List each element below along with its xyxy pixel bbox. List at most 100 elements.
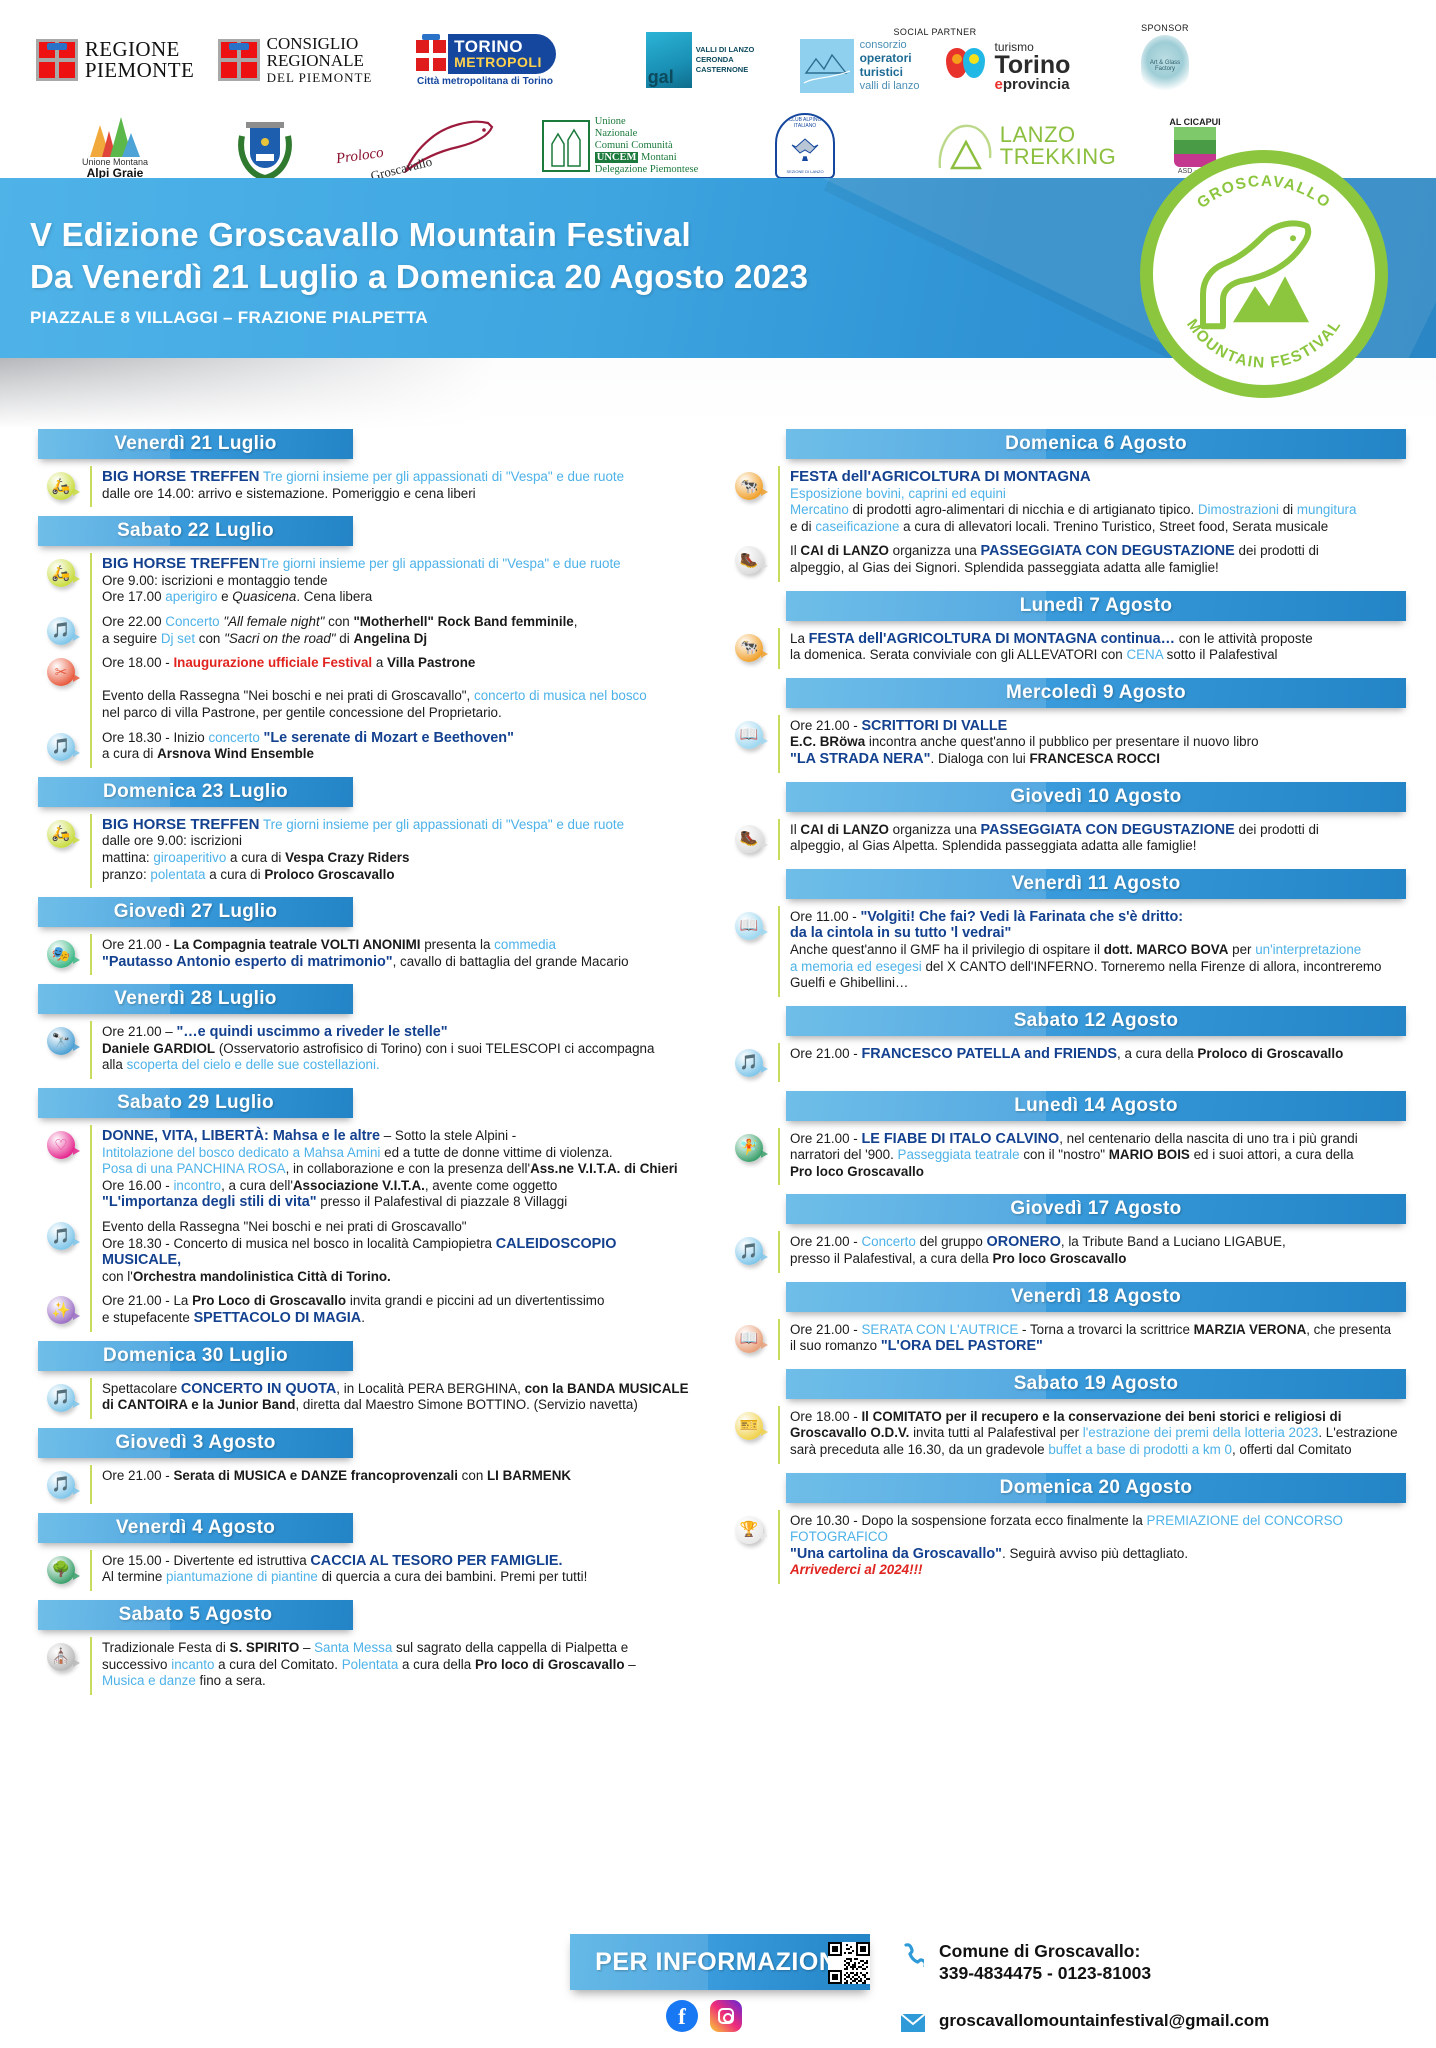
- event-line: a cura di Arsnova Wind Ensemble: [102, 746, 314, 762]
- event-entry: 🌳 Ore 15.00 - Divertente ed istruttiva CA…: [30, 1549, 696, 1591]
- day-label: Sabato 22 Luglio: [117, 520, 274, 542]
- event-icon-cell: 🛵: [30, 817, 92, 883]
- event-entry: 🎫 Ore 18.00 - Il COMITATO per il recupero…: [718, 1405, 1406, 1464]
- music-icon: 🎵: [47, 1470, 80, 1499]
- event-line: Ore 11.00 - "Volgiti! Che fai? Vedi là F…: [790, 908, 1184, 925]
- instagram-icon[interactable]: [710, 2000, 742, 2032]
- fairy-icon: 🧚: [735, 1133, 768, 1162]
- alpi-graie-peaks-icon: [86, 113, 144, 157]
- day-label: Venerdì 21 Luglio: [114, 433, 277, 454]
- event-text: Ore 21.00 - La Pro Loco di Groscavallo i…: [92, 1293, 696, 1326]
- event-rail: [90, 1377, 92, 1419]
- day-header: Giovedì 17 Agosto: [786, 1194, 1406, 1225]
- event-line: da la cintola in su tutto 'l vedrai": [790, 925, 1012, 942]
- music-icon: 🎵: [47, 1222, 80, 1251]
- uncem-line5: Montani: [641, 152, 677, 163]
- event-line: alpeggio, al Gias dei Signori. Splendida…: [790, 559, 1219, 575]
- event-icon-cell: 🎵: [30, 730, 92, 763]
- day-label: Domenica 23 Luglio: [103, 780, 288, 802]
- email-address[interactable]: groscavallomountainfestival@gmail.com: [939, 2011, 1270, 2030]
- event-line: Arrivederci al 2024!!!: [790, 1562, 923, 1578]
- event-line: a seguire Dj set con "Sacri on the road"…: [102, 630, 428, 646]
- day-label: Giovedì 27 Luglio: [113, 901, 278, 923]
- day-label: Domenica 20 Agosto: [999, 1476, 1193, 1498]
- facebook-icon[interactable]: f: [666, 2000, 698, 2032]
- event-line: Musica e danze fino a sera.: [102, 1673, 266, 1689]
- event-line: "Una cartolina da Groscavallo". Seguirà …: [790, 1545, 1189, 1562]
- hiker-icon: 🥾: [735, 546, 768, 575]
- event-line: la domenica. Serata conviviale con gli A…: [790, 647, 1278, 663]
- event-line: Il CAI di LANZO organizza una PASSEGGIAT…: [790, 821, 1319, 838]
- consiglio-line1: CONSIGLIO: [266, 33, 359, 53]
- event-line: Esposizione bovini, caprini ed equini: [790, 485, 1006, 501]
- consorzio-line4: valli di lanzo: [859, 80, 920, 92]
- day-header: Lunedì 7 Agosto: [786, 590, 1406, 621]
- event-line: Ore 18.00 - Il COMITATO per il recupero …: [790, 1408, 1342, 1424]
- day-label: Venerdì 18 Agosto: [1010, 1285, 1182, 1307]
- event-line: Groscavallo O.D.V. invita tutti al Palaf…: [790, 1425, 1398, 1441]
- event-line: con l'Orchestra mandolinistica Città di …: [102, 1268, 391, 1284]
- turismo-line3: provincia: [1002, 75, 1070, 93]
- event-entry: 🛵 BIG HORSE TREFFENTre giorni insieme per…: [30, 553, 696, 611]
- event-line: Spettacolare CONCERTO IN QUOTA, in Local…: [102, 1380, 689, 1397]
- event-entry: 🔭 Ore 21.00 – "…e quindi uscimmo a rivede…: [30, 1021, 696, 1080]
- day-label: Lunedì 7 Agosto: [1019, 594, 1173, 616]
- event-entry: 🎵 Evento della Rassegna "Nei boschi e nei…: [30, 1216, 696, 1291]
- event-line: a memoria ed esegesi del X CANTO dell'IN…: [790, 958, 1382, 974]
- event-line: Ore 15.00 - Divertente ed istruttiva CAC…: [102, 1552, 563, 1569]
- qr-code[interactable]: [828, 1942, 870, 1984]
- event-line: Ore 18.30 - Inizio concerto "Le serenate…: [102, 729, 514, 746]
- lottery-icon: 🎫: [735, 1411, 768, 1440]
- event-line: Ore 16.00 - incontro, a cura dell'Associ…: [102, 1177, 558, 1193]
- proloco-line1: Proloco: [335, 144, 385, 168]
- event-line: narratori del '900. Passeggiata teatrale…: [790, 1147, 1354, 1163]
- event-icon-cell: 🧚: [718, 1131, 780, 1181]
- logo-uncem: Unione Nazionale Comuni Comunità UNCEM M…: [510, 116, 730, 176]
- uncem-line3: Comuni Comunità: [594, 140, 673, 151]
- event-entry: 🛵 BIG HORSE TREFFEN Tre giorni insieme pe…: [30, 813, 696, 889]
- event-icon-cell: ♡: [30, 1128, 92, 1211]
- event-entry: 🎵 Ore 21.00 - Serata di MUSICA e DANZE fr…: [30, 1464, 696, 1504]
- event-line: Intitolazione del bosco dedicato a Mahsa…: [102, 1144, 613, 1160]
- event-line: dalle ore 14.00: arrivo e sistemazione. …: [102, 485, 476, 501]
- social-partner-label: SOCIAL PARTNER: [893, 27, 977, 37]
- music-icon: 🎵: [47, 732, 80, 761]
- program-column-left: Venerdì 21 Luglio 🛵 BIG HORSE TREFFEN Tre …: [30, 420, 696, 1695]
- event-text: Ore 18.00 - Il COMITATO per il recupero …: [780, 1409, 1406, 1459]
- event-text: Ore 21.00 - Concerto del gruppo ORONERO,…: [780, 1234, 1406, 1267]
- uncem-line2: Nazionale: [594, 128, 638, 139]
- day-label: Sabato 5 Agosto: [118, 1603, 273, 1625]
- event-line: di CANTOIRA e la Junior Band, diretta da…: [102, 1397, 638, 1413]
- event-line: Ore 21.00 - Concerto del gruppo ORONERO,…: [790, 1234, 1286, 1251]
- phone-numbers[interactable]: 339-4834475 - 0123-81003: [939, 1963, 1152, 1983]
- event-icon-cell: 🏆: [718, 1513, 780, 1579]
- event-line: Anche quest'anno il GMF ha il privilegio…: [790, 941, 1362, 957]
- chapel-icon: ⛪: [47, 1642, 80, 1671]
- event-text: Ore 10.30 - Dopo la sospensione forzata …: [780, 1513, 1406, 1579]
- event-text: Ore 18.00 - Inaugurazione ufficiale Fest…: [92, 655, 696, 721]
- scooter-icon: 🛵: [47, 559, 80, 588]
- turismo-e: e: [994, 75, 1003, 93]
- event-rail: [90, 934, 92, 976]
- lanzo-line1: LANZO: [999, 122, 1076, 147]
- event-rail: [90, 1464, 92, 1504]
- consiglio-line3: DEL PIEMONTE: [266, 69, 373, 85]
- event-icon-cell: 🛵: [30, 556, 92, 606]
- event-text: Tradizionale Festa di S. SPIRITO – Santa…: [92, 1640, 696, 1690]
- event-line: Ore 21.00 – "…e quindi uscimmo a riveder…: [102, 1024, 448, 1041]
- logo-torino-metropoli: TORINO METROPOLI Città metropolitana di …: [390, 33, 580, 87]
- gal-mountain-icon: [645, 32, 692, 88]
- consorzio-line1: consorzio: [859, 39, 907, 51]
- event-line: La FESTA dell'AGRICOLTURA DI MONTAGNA co…: [790, 630, 1313, 647]
- event-line: Mercatino di prodotti agro-alimentari di…: [790, 502, 1357, 518]
- logo-lanzo-trekking: LANZO TREKKING: [920, 118, 1130, 174]
- event-rail: [90, 1216, 92, 1291]
- event-rail: [90, 466, 92, 508]
- book-icon: 📖: [735, 1324, 768, 1353]
- event-icon-cell: 🥾: [718, 822, 780, 855]
- event-line: BIG HORSE TREFFEN Tre giorni insieme per…: [102, 468, 625, 485]
- event-entry: ⛪ Tradizionale Festa di S. SPIRITO – Sant…: [30, 1636, 696, 1695]
- event-text: Ore 18.30 - Inizio concerto "Le serenate…: [92, 730, 696, 763]
- event-text: Ore 21.00 - LE FIABE DI ITALO CALVINO, n…: [780, 1131, 1406, 1181]
- alpi-graie-line1: Unione Montana: [81, 156, 149, 167]
